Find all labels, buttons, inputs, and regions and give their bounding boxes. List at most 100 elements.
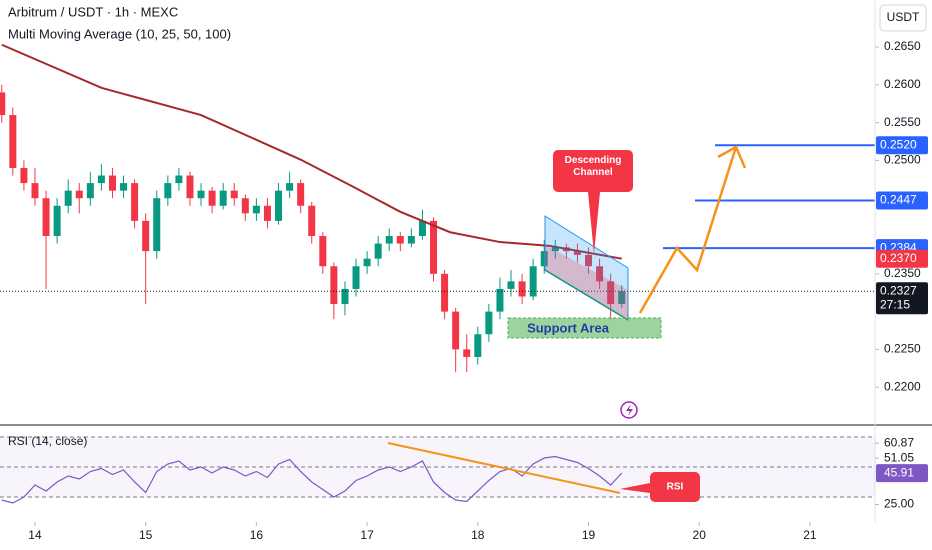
candle-body xyxy=(363,258,371,267)
projection-head xyxy=(717,145,747,169)
channel-callout-box: Descending Channel xyxy=(564,155,622,178)
currency-button[interactable] xyxy=(879,4,927,32)
chart-subtitle: Multi Moving Average (10, 25, 50, 100) xyxy=(8,26,231,41)
price-label: 0.2370 xyxy=(880,251,917,265)
y-tick-label: 25.00 xyxy=(884,497,914,511)
candle-body xyxy=(441,273,449,312)
candle-body xyxy=(131,183,139,221)
support-label: Support Area xyxy=(527,320,610,335)
candle-body xyxy=(0,92,6,116)
candle-body xyxy=(418,220,426,237)
candle-body xyxy=(275,190,283,221)
rsi-callout-text: RSI xyxy=(667,482,684,493)
event-icon-bolt xyxy=(626,404,633,416)
candle-body xyxy=(142,220,150,252)
x-tick-label: 17 xyxy=(360,528,374,542)
price-label-box xyxy=(876,191,928,210)
candle-body xyxy=(573,251,581,255)
candle-body xyxy=(607,281,615,305)
candle-body xyxy=(319,236,327,267)
candle-body xyxy=(352,266,360,289)
price-label-box xyxy=(876,136,928,155)
rsi-value-box xyxy=(876,464,928,483)
candle-body xyxy=(529,266,537,297)
candle-body xyxy=(164,183,172,199)
candle-body xyxy=(186,175,194,199)
candle-body xyxy=(297,183,305,206)
y-tick-label: 0.2350 xyxy=(884,266,921,280)
rsi-value-label: 45.91 xyxy=(884,465,914,479)
x-tick-label: 15 xyxy=(139,528,153,542)
candle-body xyxy=(407,236,415,244)
rsi-callout xyxy=(620,472,700,502)
candle-body xyxy=(9,115,17,168)
candle-body xyxy=(374,243,382,259)
y-tick-label: 0.2600 xyxy=(884,77,921,91)
x-tick-label: 20 xyxy=(693,528,707,542)
candle-body xyxy=(463,349,471,357)
channel-callout-text: Descending Channel xyxy=(564,155,622,178)
candle-body xyxy=(86,183,94,199)
candle-body xyxy=(175,175,183,184)
price-label: 0.2447 xyxy=(880,193,917,207)
candle-body xyxy=(31,183,39,199)
candle-body xyxy=(53,205,61,237)
candle-body xyxy=(496,288,504,312)
candle-body xyxy=(241,198,249,214)
candle-body xyxy=(596,266,604,282)
chart-title: Arbitrum / USDT · 1h · MEXC xyxy=(8,4,178,19)
rsi-band-fill xyxy=(0,436,875,497)
candle-body xyxy=(341,288,349,305)
currency-label: USDT xyxy=(887,10,920,24)
candle-body xyxy=(75,190,83,199)
candle-body xyxy=(452,311,460,350)
candle-body xyxy=(618,291,626,305)
channel-support xyxy=(544,269,629,321)
price-label-box xyxy=(876,282,928,315)
x-tick-label: 18 xyxy=(471,528,485,542)
x-tick-label: 16 xyxy=(250,528,264,542)
candle-body xyxy=(20,167,28,184)
channel-lower xyxy=(545,245,628,320)
rsi-trendline xyxy=(387,442,621,494)
candle-body xyxy=(485,311,493,335)
candle-body xyxy=(208,190,216,206)
rsi-line xyxy=(1,455,623,504)
candle-body xyxy=(584,254,592,267)
countdown-label: 27:15 xyxy=(880,297,910,311)
candle-body xyxy=(385,236,393,244)
y-tick-label: 0.2200 xyxy=(884,379,921,393)
price-label-box xyxy=(876,249,928,268)
price-label: 0.2520 xyxy=(880,137,917,151)
candle-body xyxy=(308,205,316,237)
rsi-value-label: 51.05 xyxy=(884,450,914,464)
y-tick-label: 0.2250 xyxy=(884,342,921,356)
candle-body xyxy=(252,205,260,214)
channel-callout xyxy=(553,150,633,254)
candle-body xyxy=(540,251,548,267)
candle-body xyxy=(330,266,338,305)
candle-body xyxy=(286,183,294,191)
moving-average xyxy=(1,43,622,260)
x-tick-label: 14 xyxy=(28,528,42,542)
support-area xyxy=(507,317,662,339)
candle-body xyxy=(474,334,482,357)
candle-body xyxy=(64,190,72,206)
candle-body xyxy=(153,198,161,252)
candle-body xyxy=(518,281,526,297)
rsi-value-label: 60.87 xyxy=(884,435,914,449)
y-tick-label: 0.2550 xyxy=(884,115,921,129)
candle-body xyxy=(120,183,128,191)
candle-body xyxy=(430,220,438,274)
price-label: 0.2327 xyxy=(880,283,917,297)
candle-body xyxy=(507,281,515,289)
candle-body xyxy=(108,175,116,191)
candle-body xyxy=(230,190,238,199)
candle-body xyxy=(551,247,559,252)
candle-body xyxy=(219,190,227,206)
rsi-title: RSI (14, close) xyxy=(8,434,87,448)
